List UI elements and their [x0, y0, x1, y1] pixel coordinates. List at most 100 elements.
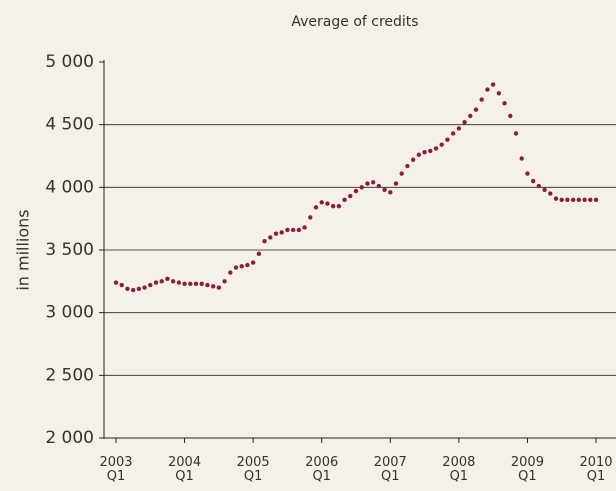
x-tick-label: 2007 Q1 [373, 455, 407, 484]
y-tick-label: 4 500 [45, 115, 94, 135]
data-point [353, 188, 359, 194]
data-point [359, 185, 364, 190]
data-point [256, 251, 262, 256]
data-point [148, 282, 153, 288]
data-point [462, 119, 467, 125]
y-tick-label: 2 000 [45, 428, 94, 448]
data-point [262, 239, 267, 244]
data-point [508, 113, 513, 119]
data-point [216, 285, 222, 290]
data-point [450, 131, 456, 136]
data-point [445, 137, 450, 142]
data-point [519, 156, 524, 161]
data-point [502, 101, 507, 106]
data-point [273, 231, 279, 236]
data-point [468, 113, 473, 119]
data-point [182, 281, 187, 287]
data-point [565, 197, 570, 203]
data-point [513, 131, 519, 136]
data-point [530, 178, 536, 184]
x-tick-label: 2009 Q1 [510, 455, 544, 484]
data-point [136, 286, 142, 292]
data-point [250, 260, 256, 265]
data-point [233, 265, 239, 270]
data-point [576, 197, 582, 203]
data-point [222, 279, 227, 284]
y-axis-title: in millions [14, 209, 33, 290]
data-point [428, 148, 433, 154]
data-point [313, 205, 319, 210]
x-tick-label: 2005 Q1 [236, 455, 270, 484]
x-tick-label: 2010 Q1 [579, 455, 613, 484]
data-point [439, 142, 444, 147]
data-point [593, 197, 599, 203]
data-point [296, 227, 302, 233]
data-point [290, 227, 296, 233]
data-point [553, 196, 559, 201]
data-point [142, 285, 147, 290]
data-point [479, 97, 484, 102]
data-point [336, 203, 342, 209]
data-point [370, 180, 376, 185]
data-point [559, 197, 564, 203]
data-point [342, 197, 347, 203]
data-point [405, 163, 410, 169]
data-point [302, 225, 307, 230]
data-point [570, 197, 576, 203]
data-point [119, 282, 124, 288]
data-point [193, 281, 199, 287]
data-point [588, 197, 593, 203]
data-point [376, 183, 382, 189]
data-point [496, 91, 502, 96]
data-point [433, 146, 439, 151]
x-tick-label: 2008 Q1 [442, 455, 476, 484]
data-point [365, 181, 370, 186]
data-point [319, 200, 324, 205]
data-point [525, 171, 530, 176]
data-point [548, 191, 553, 196]
data-point [159, 279, 164, 284]
data-point [308, 215, 313, 220]
data-point [410, 157, 416, 162]
data-point [325, 201, 330, 206]
data-point [388, 190, 393, 195]
data-point [473, 107, 479, 112]
data-point [170, 279, 176, 284]
data-point [199, 281, 204, 287]
data-point [113, 280, 119, 285]
data-point [176, 280, 182, 285]
data-point [490, 82, 496, 87]
data-point [210, 284, 216, 289]
data-point [153, 280, 159, 285]
data-point [348, 193, 353, 199]
data-point [268, 235, 273, 240]
data-point [536, 183, 542, 189]
data-point [582, 197, 587, 203]
x-tick-label: 2003 Q1 [99, 455, 133, 484]
data-point [416, 152, 422, 157]
y-tick-label: 2 500 [45, 365, 94, 385]
data-point [542, 187, 547, 193]
data-point [125, 286, 130, 292]
data-point [485, 87, 490, 92]
data-point [165, 276, 170, 282]
data-point [205, 282, 210, 288]
y-tick-label: 5 000 [45, 52, 94, 72]
y-tick-label: 3 500 [45, 240, 94, 260]
data-point [130, 287, 136, 293]
data-point [188, 281, 193, 287]
data-point [456, 126, 462, 131]
x-tick-label: 2004 Q1 [168, 455, 202, 484]
data-point [239, 264, 244, 269]
data-point [393, 181, 399, 186]
data-point [399, 171, 404, 176]
data-point [245, 262, 250, 268]
data-point [279, 230, 284, 235]
x-tick-label: 2006 Q1 [305, 455, 339, 484]
data-point [422, 150, 427, 155]
data-point [330, 203, 336, 209]
chart-title: Average of credits [291, 14, 418, 30]
data-point [228, 270, 233, 275]
y-tick-label: 4 000 [45, 177, 94, 197]
